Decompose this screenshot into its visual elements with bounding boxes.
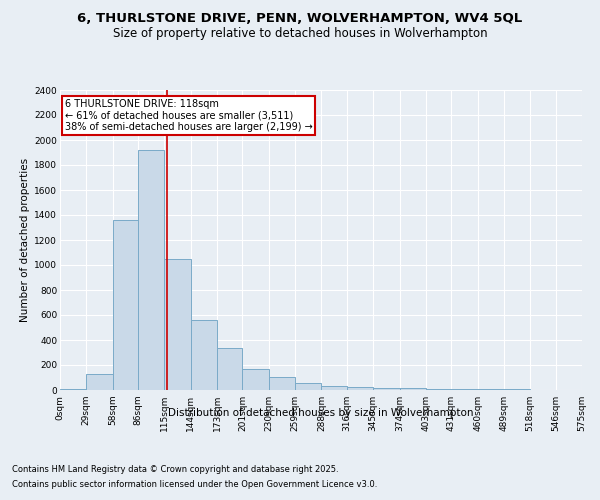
Bar [295,382,322,390]
Bar [217,348,242,390]
Bar [347,387,373,390]
Y-axis label: Number of detached properties: Number of detached properties [20,158,30,322]
Bar [400,388,426,390]
Bar [322,386,347,390]
Bar [113,220,138,390]
Bar [269,377,295,390]
Bar [191,320,217,390]
Bar [426,389,451,390]
Bar [164,259,191,390]
Bar [60,389,86,390]
Bar [86,374,113,390]
Bar [242,369,269,390]
Text: Size of property relative to detached houses in Wolverhampton: Size of property relative to detached ho… [113,28,487,40]
Text: 6 THURLSTONE DRIVE: 118sqm
← 61% of detached houses are smaller (3,511)
38% of s: 6 THURLSTONE DRIVE: 118sqm ← 61% of deta… [65,99,312,132]
Bar [373,388,400,390]
Bar [138,150,164,390]
Text: 6, THURLSTONE DRIVE, PENN, WOLVERHAMPTON, WV4 5QL: 6, THURLSTONE DRIVE, PENN, WOLVERHAMPTON… [77,12,523,26]
Text: Distribution of detached houses by size in Wolverhampton: Distribution of detached houses by size … [168,408,474,418]
Text: Contains HM Land Registry data © Crown copyright and database right 2025.: Contains HM Land Registry data © Crown c… [12,465,338,474]
Text: Contains public sector information licensed under the Open Government Licence v3: Contains public sector information licen… [12,480,377,489]
